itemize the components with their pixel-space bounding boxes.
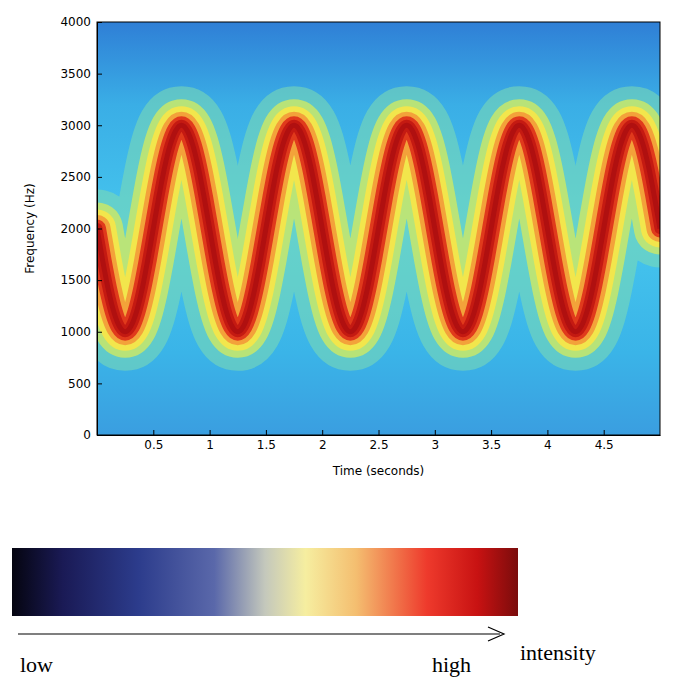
y-tick: 4000 xyxy=(60,15,102,29)
x-tick-mark xyxy=(266,430,267,435)
y-tick-label: 2500 xyxy=(60,170,91,184)
y-tick: 0 xyxy=(83,428,102,442)
y-tick: 1000 xyxy=(60,325,102,339)
y-tick: 3500 xyxy=(60,67,102,81)
figure: 0.5 1 1.5 2 2.5 3 3.5 4 4.5 0 500 1000 1500 2000 2500 3… xyxy=(0,0,688,696)
x-tick: 4 xyxy=(544,430,552,452)
x-tick: 3 xyxy=(431,430,439,452)
y-tick-mark xyxy=(97,177,102,178)
y-tick-mark xyxy=(97,229,102,230)
plot-area xyxy=(97,125,660,332)
x-tick: 2 xyxy=(319,430,327,452)
colorbar-high: high xyxy=(432,652,471,677)
x-tick-mark xyxy=(210,430,211,435)
plot-frame xyxy=(97,22,660,435)
y-tick-mark xyxy=(97,74,102,75)
x-axis-line xyxy=(98,435,661,436)
ridge-glow xyxy=(97,125,660,332)
x-tick: 0.5 xyxy=(144,430,163,452)
y-tick-label: 1000 xyxy=(60,325,91,339)
x-tick-label: 0.5 xyxy=(144,438,163,452)
y-tick-label: 500 xyxy=(68,377,91,391)
x-tick-label: 4.5 xyxy=(595,438,614,452)
y-tick-mark xyxy=(97,22,102,23)
colorbar-arrow xyxy=(18,633,500,634)
x-tick-mark xyxy=(153,430,154,435)
colorbar-title: intensity xyxy=(520,640,596,665)
y-tick-mark xyxy=(97,332,102,333)
x-tick-label: 2 xyxy=(319,438,327,452)
y-tick-label: 0 xyxy=(83,428,91,442)
x-tick-mark xyxy=(491,430,492,435)
y-tick-mark xyxy=(97,435,102,436)
x-tick-label: 1 xyxy=(206,438,214,452)
y-tick: 3000 xyxy=(60,119,102,133)
y-tick-mark xyxy=(97,383,102,384)
x-tick: 1.5 xyxy=(257,430,276,452)
x-tick-mark xyxy=(322,430,323,435)
colorbar-arrowhead xyxy=(488,627,504,641)
y-tick: 2500 xyxy=(60,170,102,184)
x-tick: 4.5 xyxy=(595,430,614,452)
ridge-line xyxy=(97,125,660,332)
ridge-glow xyxy=(97,125,660,332)
y-axis-title: Frequency (Hz) xyxy=(23,183,37,274)
y-tick: 1500 xyxy=(60,273,102,287)
y-tick-label: 4000 xyxy=(60,15,91,29)
x-tick-label: 3.5 xyxy=(482,438,501,452)
y-tick-label: 3000 xyxy=(60,119,91,133)
x-tick-mark xyxy=(379,430,380,435)
x-tick: 2.5 xyxy=(369,430,388,452)
ridge-glow xyxy=(97,125,660,332)
y-tick-label: 2000 xyxy=(60,222,91,236)
y-tick-mark xyxy=(97,280,102,281)
ridge-glow xyxy=(97,125,660,332)
x-tick-mark xyxy=(604,430,605,435)
x-tick: 1 xyxy=(206,430,214,452)
colorbar-low: low xyxy=(20,652,53,677)
plot-background xyxy=(97,22,660,435)
y-tick-label: 3500 xyxy=(60,67,91,81)
x-axis-title: Time (seconds) xyxy=(332,464,425,478)
y-tick-label: 1500 xyxy=(60,273,91,287)
x-axis: 0.5 1 1.5 2 2.5 3 3.5 4 4.5 xyxy=(98,430,661,452)
y-tick: 500 xyxy=(68,377,102,391)
ridge-glow xyxy=(97,125,660,332)
y-axis: 0 500 1000 1500 2000 2500 3000 3500 4000 xyxy=(60,15,102,442)
x-tick-label: 3 xyxy=(431,438,439,452)
x-tick-label: 4 xyxy=(544,438,552,452)
x-tick-mark xyxy=(547,430,548,435)
y-tick-mark xyxy=(97,125,102,126)
x-tick: 3.5 xyxy=(482,430,501,452)
y-tick: 2000 xyxy=(60,222,102,236)
ridge-glow xyxy=(97,125,660,332)
x-tick-label: 2.5 xyxy=(369,438,388,452)
colorbar xyxy=(12,548,518,616)
x-tick-label: 1.5 xyxy=(257,438,276,452)
x-tick-mark xyxy=(435,430,436,435)
